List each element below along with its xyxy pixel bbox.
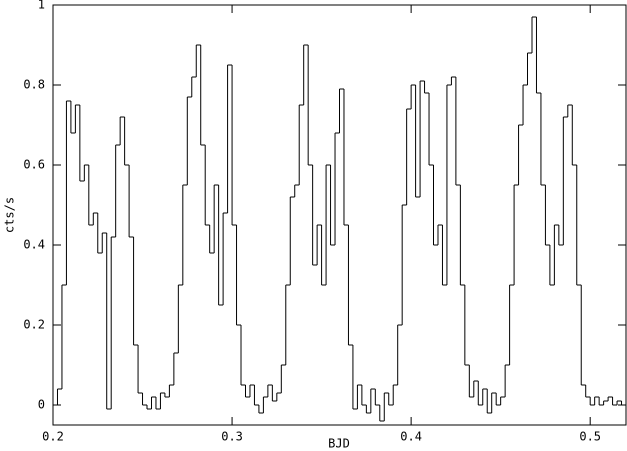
y-tick-label: 0.4 [23, 238, 45, 252]
x-tick-label: 0.2 [42, 430, 64, 444]
y-axis-label: cts/s [3, 197, 17, 233]
y-tick-label: 1 [38, 0, 45, 12]
y-tick-label: 0.8 [23, 78, 45, 92]
x-tick-label: 0.3 [221, 430, 243, 444]
x-axis-label: BJD [328, 437, 350, 451]
y-tick-label: 0.6 [23, 158, 45, 172]
x-tick-label: 0.5 [579, 430, 601, 444]
y-tick-label: 0 [38, 398, 45, 412]
y-tick-label: 0.2 [23, 318, 45, 332]
x-tick-label: 0.4 [400, 430, 422, 444]
plot-frame [52, 4, 627, 426]
